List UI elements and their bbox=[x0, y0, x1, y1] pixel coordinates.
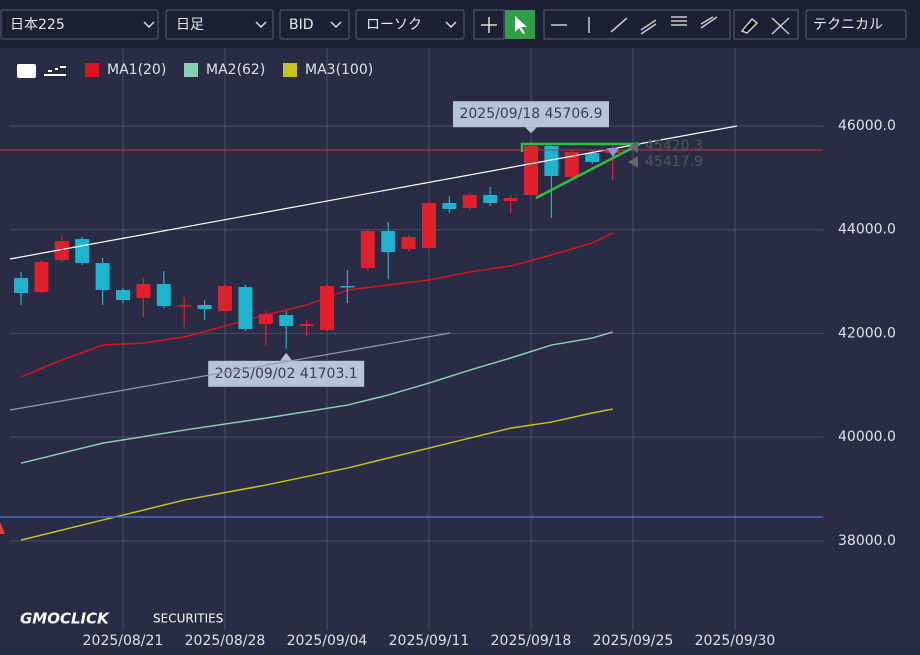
toolbar bbox=[0, 0, 920, 48]
symbol-select[interactable] bbox=[0, 9, 159, 40]
candle-body bbox=[156, 284, 171, 307]
x-tick-label: 2025/08/21 bbox=[83, 633, 164, 649]
y-tick-label: 40000.0 bbox=[838, 429, 896, 445]
symbol: 日本225 bbox=[10, 17, 65, 33]
annotation: 2025/09/02 41703.1 bbox=[208, 352, 365, 387]
x-tick-label: 2025/08/28 bbox=[185, 633, 266, 649]
x-tick-label: 2025/09/18 bbox=[491, 633, 572, 649]
technical: テクニカル bbox=[813, 17, 883, 33]
candle-body bbox=[360, 230, 375, 269]
candle-body bbox=[320, 286, 334, 331]
edge-marker bbox=[0, 522, 5, 534]
side: BID bbox=[289, 17, 314, 33]
chart-bg bbox=[0, 48, 920, 651]
erase-tools[interactable] bbox=[733, 9, 799, 40]
annotation-label: 2025/09/02 41703.1 bbox=[215, 366, 358, 382]
candle-body bbox=[279, 315, 294, 327]
candle-body bbox=[238, 287, 253, 330]
period-select[interactable] bbox=[165, 9, 274, 40]
side-select[interactable] bbox=[279, 9, 350, 40]
candle-body bbox=[422, 202, 436, 248]
price-label: 45420.3 bbox=[645, 138, 703, 154]
candle-body bbox=[34, 261, 49, 293]
price-arrows bbox=[628, 141, 638, 168]
legend-toggle[interactable] bbox=[17, 64, 36, 78]
candle-body bbox=[136, 284, 151, 299]
draw-icons bbox=[551, 16, 790, 35]
x-tick-label: 2025/09/04 bbox=[287, 633, 368, 649]
candle-body bbox=[54, 240, 69, 261]
y-tick-label: 44000.0 bbox=[838, 222, 896, 238]
candle-body bbox=[75, 239, 90, 264]
candle-body bbox=[299, 324, 314, 327]
y-tick-label: 46000.0 bbox=[838, 118, 896, 134]
candle-body bbox=[564, 152, 579, 178]
annotation: 2025/09/18 45706.9 bbox=[453, 101, 609, 134]
legend-label: MA3(100) bbox=[305, 62, 373, 78]
triangle-drawing bbox=[520, 142, 641, 200]
trendline bbox=[9, 332, 451, 411]
candle-body bbox=[340, 286, 355, 288]
legend-icon[interactable] bbox=[44, 66, 66, 76]
annotation-box bbox=[453, 101, 609, 128]
candle-body bbox=[381, 230, 396, 252]
candle-body bbox=[197, 305, 212, 310]
dropdowns bbox=[0, 9, 907, 40]
ma-line bbox=[20, 408, 613, 541]
technical-button[interactable] bbox=[805, 9, 907, 40]
annotation-label: 2025/09/18 45706.9 bbox=[459, 106, 602, 122]
legend-label: MA2(62) bbox=[206, 62, 265, 78]
candle-body bbox=[218, 286, 232, 312]
style: ローソク bbox=[366, 17, 422, 33]
dropdown-arrows bbox=[143, 21, 457, 29]
candle-body bbox=[544, 146, 559, 177]
period: 日足 bbox=[176, 17, 204, 33]
candle-body bbox=[258, 314, 273, 325]
candle-body bbox=[116, 289, 130, 301]
candle-body bbox=[401, 237, 416, 250]
annotation-pointer bbox=[280, 352, 293, 361]
marker bbox=[607, 148, 619, 157]
x-tick-label: 2025/09/30 bbox=[695, 633, 776, 649]
candle-body bbox=[177, 305, 192, 307]
x-tick-label: 2025/09/11 bbox=[389, 633, 470, 649]
annotation-box bbox=[208, 360, 365, 387]
legend-swatch bbox=[85, 63, 99, 77]
candle-body bbox=[483, 195, 498, 203]
annotation-pointer bbox=[525, 127, 537, 134]
candle-body bbox=[585, 153, 600, 162]
candle-body bbox=[503, 198, 518, 202]
legend-label: MA1(20) bbox=[107, 62, 166, 78]
y-tick-label: 38000.0 bbox=[838, 533, 896, 549]
legend-swatch bbox=[283, 63, 297, 77]
candle-body bbox=[524, 146, 538, 196]
candle-body bbox=[14, 278, 28, 294]
pointer-icon bbox=[515, 16, 527, 34]
logo: GMOCLICK bbox=[20, 610, 110, 628]
candle-body bbox=[95, 263, 110, 290]
candle-body bbox=[462, 195, 477, 209]
x-tick-label: 2025/09/25 bbox=[593, 633, 674, 649]
candle-body bbox=[442, 202, 457, 210]
legend-swatch bbox=[184, 63, 198, 77]
draw-tools[interactable] bbox=[543, 9, 731, 40]
price-label: 45417.9 bbox=[645, 154, 703, 170]
style-select[interactable] bbox=[355, 9, 465, 40]
crosshair-tool[interactable] bbox=[473, 9, 505, 40]
y-tick-label: 42000.0 bbox=[838, 325, 896, 341]
ma-line bbox=[20, 331, 613, 464]
logo-sub: SECURITIES bbox=[153, 612, 223, 626]
crosshair-icon bbox=[481, 17, 497, 33]
